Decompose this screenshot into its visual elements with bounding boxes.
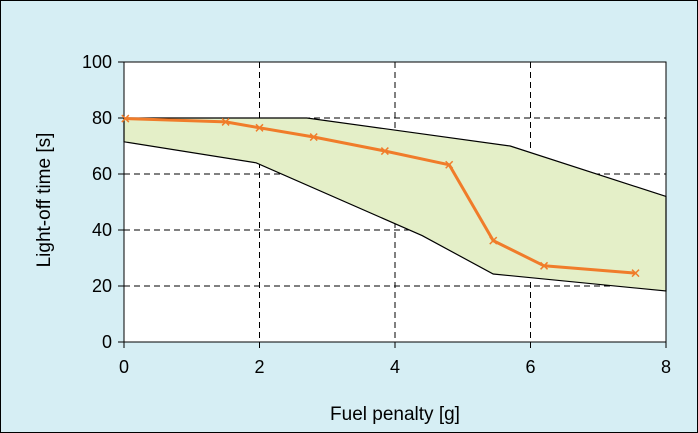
series-point: [445, 160, 454, 169]
y-axis-title: Light-off time [s]: [34, 133, 55, 268]
series-point: [380, 147, 389, 156]
point-marker-stroke: [489, 236, 498, 245]
point-marker-stroke: [121, 114, 130, 123]
series-point: [121, 114, 130, 123]
x-axis-title: Fuel penalty [g]: [330, 404, 460, 425]
series-point: [540, 261, 549, 270]
series-point: [489, 236, 498, 245]
point-marker-stroke: [309, 133, 318, 142]
series-layer: [121, 114, 640, 278]
x-tick-label: 6: [525, 357, 535, 377]
y-tick-label: 0: [102, 332, 112, 352]
series-point: [255, 123, 264, 132]
point-marker-stroke: [631, 269, 640, 278]
point-marker-stroke: [255, 123, 264, 132]
series-point: [631, 269, 640, 278]
y-tick-label: 80: [92, 108, 112, 128]
y-tick-label: 60: [92, 164, 112, 184]
point-marker-stroke: [445, 160, 454, 169]
tick-labels: 0 20 40 60 80 100 0 2 4 6 8: [82, 52, 671, 377]
y-tick-label: 40: [92, 220, 112, 240]
x-tick-label: 8: [661, 357, 671, 377]
point-marker-stroke: [540, 261, 549, 270]
point-marker-stroke: [380, 147, 389, 156]
x-tick-label: 2: [254, 357, 264, 377]
axis-ticks: [118, 61, 667, 348]
point-marker-stroke: [221, 117, 230, 126]
x-tick-label: 4: [390, 357, 400, 377]
x-tick-label: 0: [119, 357, 129, 377]
y-tick-label: 20: [92, 276, 112, 296]
envelope-band: [123, 117, 667, 292]
y-tick-label: 100: [82, 52, 112, 72]
series-point: [221, 117, 230, 126]
series-point: [309, 133, 318, 142]
